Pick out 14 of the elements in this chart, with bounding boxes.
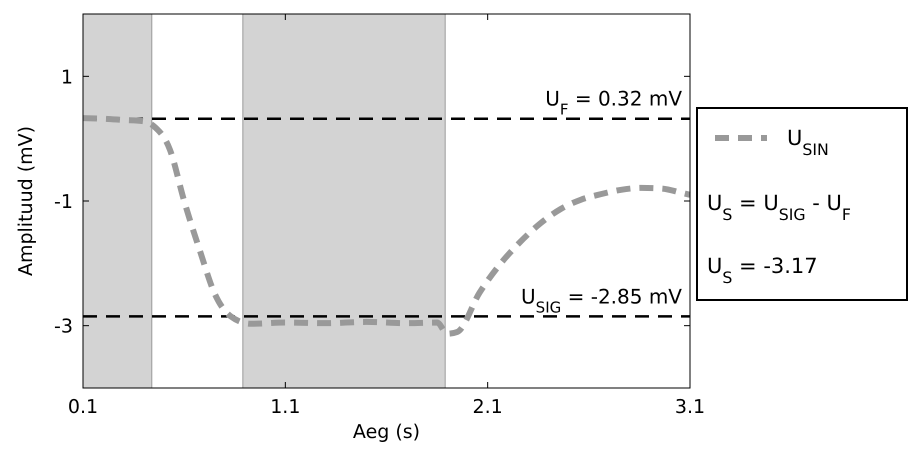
y-axis-title: Amplituud (mV) [15, 126, 37, 276]
ref-line-label: U$_{SIG}$ = -2.85 mV [521, 284, 682, 316]
y-tick-label: 1 [60, 66, 73, 88]
x-tick-label: 3.1 [674, 396, 706, 418]
x-tick-label: 0.1 [68, 396, 98, 418]
x-tick-label: 1.1 [270, 396, 300, 418]
x-tick-label: 2.1 [472, 396, 503, 418]
ref-line-label: U$_{F}$ = 0.32 mV [545, 86, 682, 119]
legend-label: U$_{SIN}$ [787, 126, 829, 158]
y-tick-label: -3 [54, 316, 73, 338]
x-axis-title: Aeg (s) [352, 421, 420, 443]
text: U$_{S}$ = -3.17 [707, 254, 818, 286]
text: U$_{S}$ = U$_{SIG}$ - U$_{F}$ [707, 191, 851, 224]
y-tick-label: -1 [54, 191, 73, 213]
